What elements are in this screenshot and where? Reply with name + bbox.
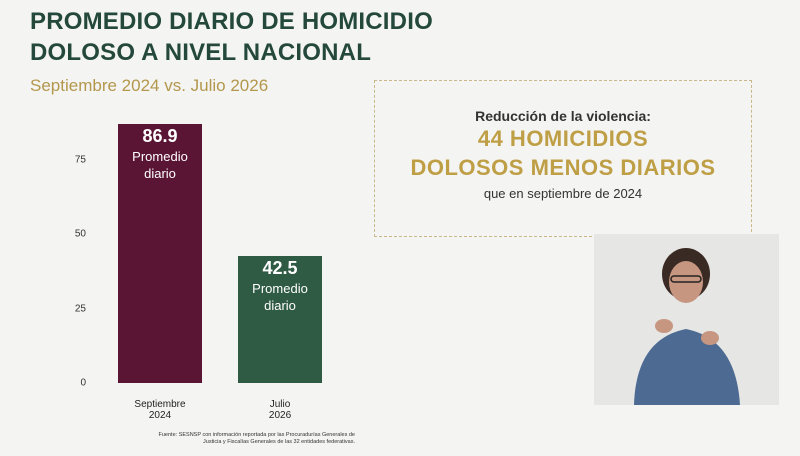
interpreter-video — [594, 234, 779, 405]
title-line: DOLOSO A NIVEL NACIONAL — [30, 39, 372, 66]
callout: Reducción de la violencia: 44 HOMICIDIOS… — [374, 80, 752, 237]
y-tick-label: 0 — [80, 377, 86, 389]
y-tick-label: 50 — [74, 228, 86, 240]
bar-annotation: Promedio diario — [132, 149, 188, 182]
title: PROMEDIO DIARIO DE HOMICIDIO DOLOSO A NI… — [30, 6, 433, 68]
value-label: 86.9 — [142, 126, 178, 147]
value-label: 42.5 — [262, 258, 298, 279]
callout-heading: Reducción de la violencia: — [475, 108, 651, 124]
x-tick-label: Julio 2026 — [268, 399, 292, 421]
source: Fuente: SESNSP con información reportada… — [158, 432, 355, 445]
y-tick-label: 25 — [74, 303, 86, 315]
person-body — [634, 329, 740, 405]
bar-annotation: Promedio diario — [252, 281, 308, 314]
callout-footer: que en septiembre de 2024 — [483, 186, 643, 201]
person-hand — [701, 331, 719, 345]
callout-highlight: 44 HOMICIDIOS — [477, 126, 649, 151]
bar — [118, 124, 202, 383]
x-tick-label: Septiembre 2024 — [134, 399, 186, 421]
callout-highlight: DOLOSOS MENOS DIARIOS — [410, 155, 716, 180]
chart: 0 25 50 75 86.9 Promedio diario Septiembre 202… — [0, 0, 370, 456]
subtitle: Septiembre 2024 vs. Julio 2026 — [30, 76, 269, 95]
bar — [238, 256, 322, 383]
person-hand — [655, 319, 673, 333]
person-glasses — [670, 275, 702, 283]
y-tick-label: 75 — [74, 154, 86, 166]
title-line: PROMEDIO DIARIO DE HOMICIDIO — [30, 8, 433, 35]
